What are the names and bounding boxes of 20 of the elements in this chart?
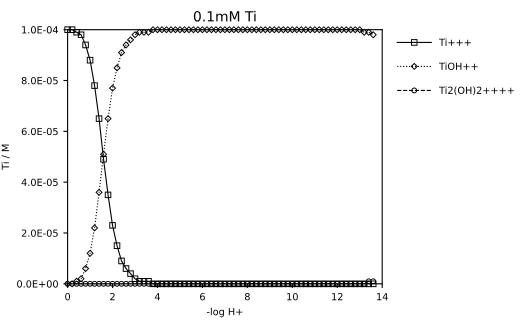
- y-tick-label: 8.0E-05: [22, 77, 58, 84]
- y-tick-label: 0.0E+00: [17, 280, 58, 288]
- y-tick-label: 4.0E-05: [22, 178, 58, 186]
- x-axis-title: -log H+: [206, 308, 242, 318]
- x-tick-label: 2: [110, 293, 115, 300]
- y-tick-label: 1.0E-04: [22, 26, 58, 34]
- chart-title: 0.1mM Ti: [194, 10, 256, 22]
- y-tick-label: 6.0E-05: [22, 128, 58, 136]
- x-tick-label: 4: [154, 293, 160, 300]
- legend-label: Ti2(OH)2++++: [439, 86, 514, 96]
- legend-label: TiOH++: [439, 62, 478, 70]
- x-tick-label: 8: [244, 293, 250, 300]
- legend-label: Ti+++: [439, 38, 471, 46]
- x-tick-label: 10: [287, 293, 298, 300]
- x-tick-label: 6: [200, 293, 205, 300]
- x-tick-label: 12: [332, 293, 342, 300]
- y-tick-label: 2.0E-05: [22, 229, 58, 237]
- x-tick-label: 14: [377, 293, 388, 300]
- y-axis-title: Ti / M: [1, 144, 10, 170]
- x-tick-label: 0: [65, 293, 70, 300]
